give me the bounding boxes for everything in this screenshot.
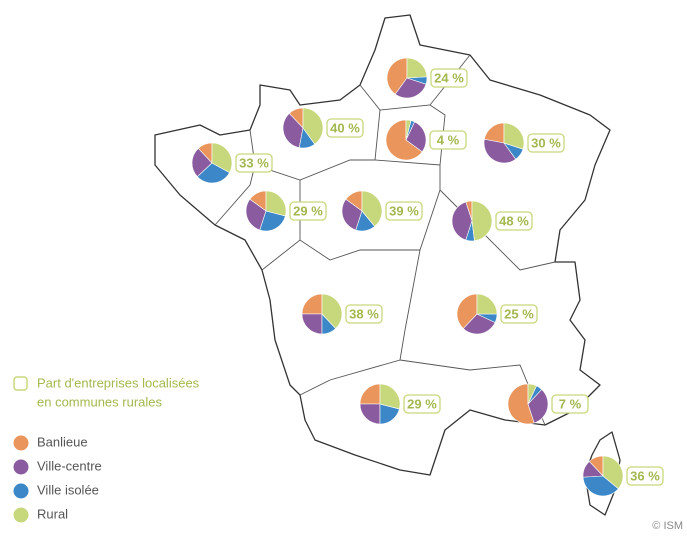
- value-label-box: [500, 304, 538, 324]
- pie-slice: [385, 119, 423, 161]
- pie-slice: [527, 383, 537, 405]
- value-label: 29 %: [407, 396, 437, 411]
- legend-swatch: [13, 483, 29, 499]
- pie-slice: [527, 388, 549, 424]
- pie-slice: [503, 122, 525, 150]
- value-label: 25 %: [504, 306, 534, 321]
- value-label-box: [626, 466, 664, 486]
- pie-slice: [405, 119, 412, 141]
- legend-swatch: [13, 435, 29, 451]
- value-label: 36 %: [630, 468, 660, 483]
- pie-slice: [394, 77, 427, 99]
- pie-slice: [301, 293, 323, 315]
- value-label: 24 %: [434, 70, 464, 85]
- pie-slice: [507, 383, 535, 425]
- legend-label: Ville isolée: [37, 482, 99, 497]
- value-label-box: [527, 133, 565, 153]
- pie-slice: [359, 403, 381, 425]
- pie-slice: [476, 293, 498, 315]
- value-label: 39 %: [389, 203, 419, 218]
- value-label-box: [495, 211, 533, 231]
- pie-slice: [602, 455, 624, 490]
- credit: © ISM: [652, 520, 683, 532]
- value-label: 33 %: [239, 155, 269, 170]
- pie-slice: [341, 198, 363, 231]
- pie-slice: [196, 162, 230, 184]
- pie-slice: [361, 190, 383, 227]
- legend-swatch: [13, 507, 29, 523]
- outline: [154, 14, 621, 516]
- legend-title: en communes rurales: [37, 394, 162, 409]
- value-label-box: [326, 118, 364, 138]
- pie-slice: [259, 210, 286, 232]
- pie-slice: [456, 293, 478, 330]
- pie-slice: [451, 201, 473, 241]
- legend-label: Rural: [37, 506, 68, 521]
- pie-slice: [301, 313, 323, 335]
- value-label-box: [429, 130, 467, 150]
- value-label-box: [430, 68, 468, 88]
- value-label-box: [345, 304, 383, 324]
- pie-slice: [282, 112, 304, 148]
- value-label-box: [289, 201, 327, 221]
- value-label-box: [235, 153, 273, 173]
- value-label-box: [385, 201, 423, 221]
- legend-title: Part d'entreprises localisées: [37, 375, 200, 390]
- value-label: 7 %: [559, 396, 582, 411]
- pie-slice: [483, 138, 517, 164]
- value-label: 48 %: [499, 213, 529, 228]
- pie-slice: [359, 383, 381, 405]
- pie-slice: [302, 107, 324, 145]
- pie-slice: [582, 475, 619, 497]
- pie-slice: [379, 383, 401, 410]
- pie-slice: [405, 121, 427, 153]
- legend-label: Banlieue: [37, 434, 88, 449]
- value-label: 29 %: [293, 203, 323, 218]
- pie-slice: [471, 200, 493, 242]
- pie-slice: [245, 198, 267, 231]
- value-label: 4 %: [437, 132, 460, 147]
- legend-rural-box: [13, 376, 28, 391]
- value-label: 38 %: [349, 306, 379, 321]
- pie-slice: [191, 147, 213, 178]
- value-label-box: [551, 394, 589, 414]
- value-label: 30 %: [531, 135, 561, 150]
- legend-label: Ville-centre: [37, 458, 102, 473]
- value-label: 40 %: [330, 120, 360, 135]
- pie-slice: [265, 190, 287, 217]
- pie-slice: [386, 57, 408, 95]
- pie-slice: [211, 142, 233, 174]
- pie-slice: [321, 293, 343, 330]
- value-label-box: [403, 394, 441, 414]
- legend-swatch: [13, 459, 29, 475]
- pie-slice: [406, 57, 428, 79]
